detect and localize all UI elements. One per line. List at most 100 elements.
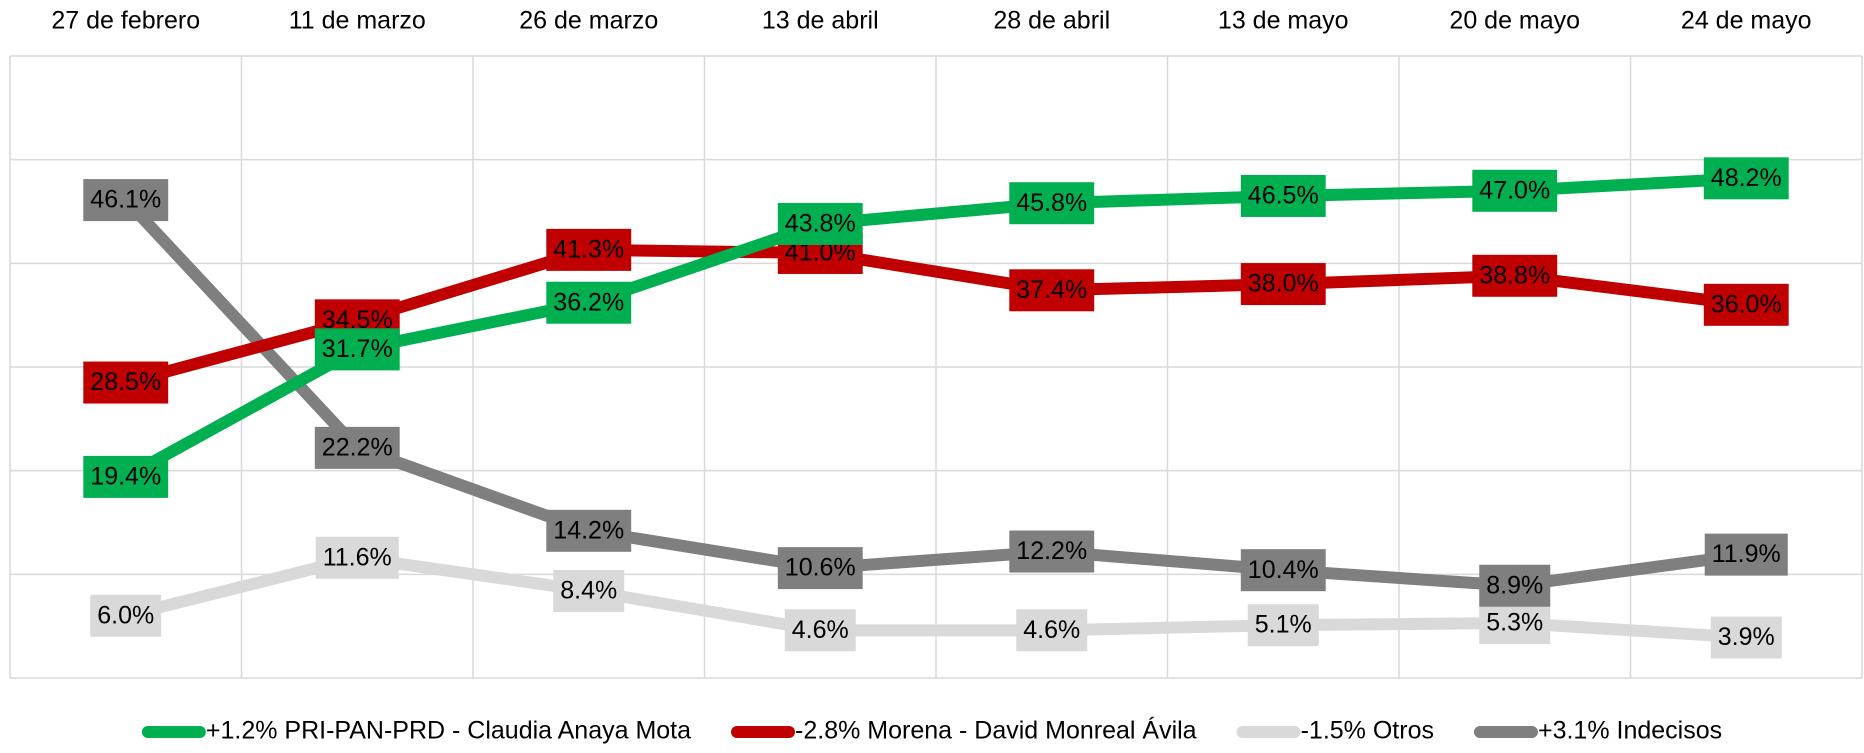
data-label-box — [83, 179, 169, 222]
data-label-box — [784, 609, 856, 652]
legend-label: -2.8% Morena - David Monreal Ávila — [795, 716, 1197, 745]
data-label-text: 41.3% — [553, 235, 624, 263]
data-label: 38.8% — [1472, 254, 1558, 297]
data-label: 38.0% — [1240, 263, 1326, 306]
data-label-text: 3.9% — [1718, 623, 1775, 651]
data-label: 4.6% — [1016, 609, 1088, 652]
x-tick-label: 26 de marzo — [519, 7, 658, 35]
x-tick-label: 13 de abril — [762, 7, 879, 35]
data-label: 6.0% — [90, 594, 162, 637]
data-label-text: 22.2% — [322, 433, 393, 461]
data-label-text: 11.9% — [1712, 540, 1781, 568]
data-label-box — [83, 455, 169, 498]
legend-label: +3.1% Indecisos — [1538, 717, 1722, 745]
data-label-text: 31.7% — [322, 335, 393, 363]
data-label-text: 36.2% — [553, 288, 624, 316]
data-label-box — [1703, 157, 1789, 200]
legend-label: +1.2% PRI-PAN-PRD - Claudia Anaya Mota — [206, 717, 691, 745]
data-label-box — [546, 281, 632, 324]
data-label: 46.1% — [83, 179, 169, 222]
data-label-text: 47.0% — [1479, 176, 1550, 204]
data-label-box — [314, 426, 400, 469]
data-label-box — [1240, 549, 1326, 592]
data-label-box — [546, 228, 632, 271]
data-label-text: 28.5% — [90, 368, 161, 396]
data-label: 48.2% — [1703, 157, 1789, 200]
legend-label: -1.5% Otros — [1301, 717, 1434, 745]
data-label: 5.1% — [1247, 604, 1319, 647]
data-label-text: 38.8% — [1479, 261, 1550, 289]
x-tick-label: 28 de abril — [993, 7, 1110, 35]
data-label: 46.5% — [1240, 174, 1326, 217]
data-label: 10.4% — [1240, 549, 1326, 592]
data-label: 8.4% — [553, 569, 625, 612]
data-label: 11.9% — [1704, 533, 1788, 576]
x-tick-label: 24 de mayo — [1681, 7, 1812, 35]
data-label: 14.2% — [546, 509, 632, 552]
data-label-box — [1247, 604, 1319, 647]
data-label-text: 14.2% — [553, 516, 624, 544]
data-label: 4.6% — [784, 609, 856, 652]
data-label: 36.0% — [1703, 283, 1789, 326]
data-label-text: 38.0% — [1248, 270, 1319, 298]
data-label-box — [1240, 263, 1326, 306]
data-label-text: 36.0% — [1711, 290, 1782, 318]
data-label-text: 5.3% — [1486, 609, 1543, 637]
data-label-box — [1704, 533, 1788, 576]
data-label-text: 46.1% — [90, 186, 161, 214]
data-label-box — [1472, 169, 1558, 212]
data-label-box — [314, 328, 400, 371]
data-label: 37.4% — [1009, 269, 1095, 312]
x-tick-label: 11 de marzo — [289, 7, 426, 35]
data-label-text: 4.6% — [792, 616, 849, 644]
data-label-text: 5.1% — [1255, 611, 1312, 639]
data-label-box — [1009, 182, 1095, 225]
legend: +1.2% PRI-PAN-PRD - Claudia Anaya Mota -2… — [141, 716, 1722, 745]
x-tick-label: 27 de febrero — [51, 7, 200, 35]
data-label-text: 6.0% — [97, 601, 154, 629]
data-label-box — [1016, 609, 1088, 652]
data-label-text: 8.9% — [1486, 571, 1543, 599]
data-label: 5.3% — [1479, 602, 1551, 645]
data-label-box — [1703, 283, 1789, 326]
data-label-box — [777, 547, 863, 590]
data-label-text: 46.5% — [1248, 182, 1319, 210]
data-label-box — [1472, 254, 1558, 297]
data-label-text: 10.4% — [1248, 556, 1319, 584]
x-tick-label: 13 de mayo — [1218, 7, 1349, 35]
data-label-box — [1240, 174, 1326, 217]
data-label-text: 43.8% — [785, 210, 856, 238]
data-label: 19.4% — [83, 455, 169, 498]
data-label: 8.9% — [1479, 564, 1551, 607]
x-tick-label: 20 de mayo — [1449, 7, 1580, 35]
data-label: 43.8% — [777, 202, 863, 245]
data-label: 10.6% — [777, 547, 863, 590]
data-label-box — [1009, 530, 1095, 573]
data-label-text: 37.4% — [1016, 276, 1087, 304]
data-label-text: 45.8% — [1016, 189, 1087, 217]
data-label-box — [315, 536, 399, 579]
data-label-box — [1009, 269, 1095, 312]
data-label: 41.3% — [546, 228, 632, 271]
data-label-text: 10.6% — [785, 554, 856, 582]
data-label-text: 8.4% — [560, 577, 617, 605]
data-label-box — [546, 509, 632, 552]
data-label: 47.0% — [1472, 169, 1558, 212]
data-label-text: 12.2% — [1016, 537, 1087, 565]
data-label-box — [1479, 564, 1551, 607]
data-label: 36.2% — [546, 281, 632, 324]
data-label-box — [83, 361, 169, 404]
data-label-text: 19.4% — [90, 462, 161, 490]
data-label: 28.5% — [83, 361, 169, 404]
data-label: 45.8% — [1009, 182, 1095, 225]
data-label-text: 11.6% — [323, 543, 392, 571]
data-label-text: 48.2% — [1711, 164, 1782, 192]
data-label-box — [1479, 602, 1551, 645]
data-label: 3.9% — [1710, 616, 1782, 659]
data-label-box — [553, 569, 625, 612]
data-label-box — [777, 202, 863, 245]
data-label-box — [90, 594, 162, 637]
data-label-text: 4.6% — [1023, 616, 1080, 644]
data-label: 31.7% — [314, 328, 400, 371]
